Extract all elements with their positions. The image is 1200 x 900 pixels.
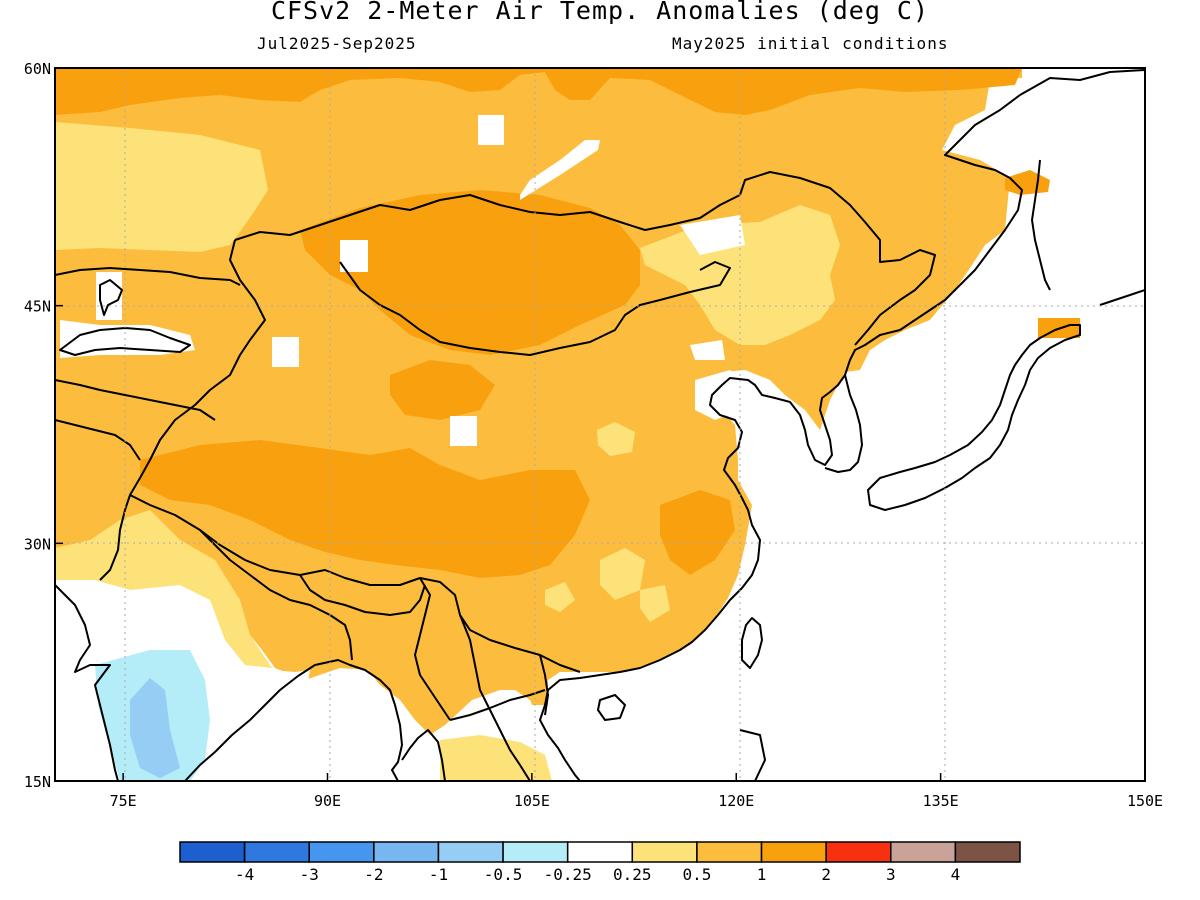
colorbar-label: -1 (429, 865, 448, 884)
anomaly-region-yellow-south-india (55, 510, 272, 668)
coastline-east-asia (539, 69, 1145, 781)
anomaly-region-orange-siberia (55, 68, 1022, 115)
colorbar-bin (825, 841, 892, 863)
anomaly-region-orange-tibet (140, 440, 590, 578)
neutral-pocket-manchuria (680, 215, 745, 255)
neutral-pocket-bohai (690, 340, 725, 360)
colorbar-bin (890, 841, 957, 863)
coastline-india (55, 584, 403, 781)
colorbar: -4 -3 -2 -1 -0.5 -0.25 0.25 0.5 1 2 3 4 (179, 841, 1021, 884)
gridlines (55, 68, 1145, 781)
border-south-asia (99, 509, 546, 721)
border-mongolia-china (339, 261, 731, 356)
colorbar-bin (696, 841, 763, 863)
lon-tick-label: 105E (514, 792, 550, 810)
colorbar-label: -3 (300, 865, 319, 884)
anomaly-region-orange-taklamakan (390, 360, 495, 420)
lon-tick-label: 120E (718, 792, 754, 810)
coastline-japan (867, 324, 1081, 511)
lake-pocket (340, 240, 368, 272)
colorbar-bin (954, 841, 1021, 863)
coastline-taiwan (741, 617, 763, 669)
colorbar-label: -0.5 (484, 865, 523, 884)
colorbar-label: 4 (951, 865, 961, 884)
lake-pocket-north (478, 115, 504, 145)
colorbar-label: 0.5 (682, 865, 711, 884)
neutral-pocket-bohai-sea (695, 370, 750, 420)
border-indochina (459, 614, 549, 781)
colorbar-bin (760, 841, 827, 863)
colorbar-label: 1 (757, 865, 767, 884)
anomaly-field (55, 68, 1145, 781)
axis-ticks (55, 67, 1146, 782)
coastlines-borders (55, 69, 1145, 781)
colorbar-label: 2 (821, 865, 831, 884)
lon-tick-label: 75E (110, 792, 137, 810)
lake-baikal-pocket (520, 140, 600, 200)
lat-tick-label: 15N (24, 773, 51, 791)
map-title: CFSv2 2-Meter Air Temp. Anomalies (deg C… (270, 0, 930, 25)
anomaly-region-yellow-central (545, 582, 575, 612)
colorbar-bin (437, 841, 504, 863)
coastline-aral (59, 327, 191, 356)
lon-tick-label: 90E (314, 792, 341, 810)
coastline-sakhalin (1031, 159, 1051, 291)
coastline-myanmar (401, 729, 446, 781)
colorbar-label: 3 (886, 865, 896, 884)
plot-frame (54, 67, 1146, 782)
anomaly-region-yellow-yunnan (600, 548, 645, 600)
anomaly-region-orange-china-east (660, 490, 735, 575)
colorbar-bin (631, 841, 698, 863)
axis-labels: 75E 90E 105E 120E 135E 150E 60N 45N 30N 15N (24, 60, 1163, 810)
lat-tick-label: 45N (24, 298, 51, 316)
lat-tick-label: 30N (24, 535, 51, 553)
colorbar-bin (502, 841, 569, 863)
colorbar-bin (308, 841, 375, 863)
colorbar-bin (373, 841, 440, 863)
colorbar-label: -0.25 (544, 865, 592, 884)
colorbar-label: -2 (364, 865, 383, 884)
forecast-period: Jul2025-Sep2025 (257, 34, 417, 53)
initial-conditions: May2025 initial conditions (672, 34, 949, 53)
colorbar-bin (243, 841, 310, 863)
anomaly-region-orange-mongolia (300, 190, 640, 355)
anomaly-region-yellow-hunan (640, 585, 670, 622)
anomaly-region-blue (130, 678, 180, 778)
colorbar-bin (179, 841, 246, 863)
anomaly-region-yellow-sichuan (597, 422, 635, 456)
coastline-kamchatka (1099, 289, 1145, 306)
anomaly-region-yellow-indochina (440, 735, 552, 781)
coastline-korea (824, 374, 863, 473)
coastline-luzon (739, 729, 766, 781)
coastline-balkhash (99, 279, 123, 316)
border-central-asia (55, 267, 241, 461)
border-russia-mongolia (234, 171, 936, 346)
anomaly-region-neutral-aral (60, 320, 195, 358)
colorbar-label: 0.25 (613, 865, 652, 884)
lat-tick-label: 60N (24, 60, 51, 78)
lon-tick-label: 135E (923, 792, 959, 810)
coastline-hainan (597, 694, 626, 721)
lake-qinghai-pocket (450, 416, 477, 446)
lake-issyk-kul-pocket (272, 337, 299, 367)
colorbar-bin (566, 841, 634, 863)
colorbar-label: -4 (235, 865, 254, 884)
anomaly-region-yellow-northwest (55, 122, 268, 252)
border-china-west (124, 239, 581, 673)
lon-tick-label: 150E (1127, 792, 1163, 810)
